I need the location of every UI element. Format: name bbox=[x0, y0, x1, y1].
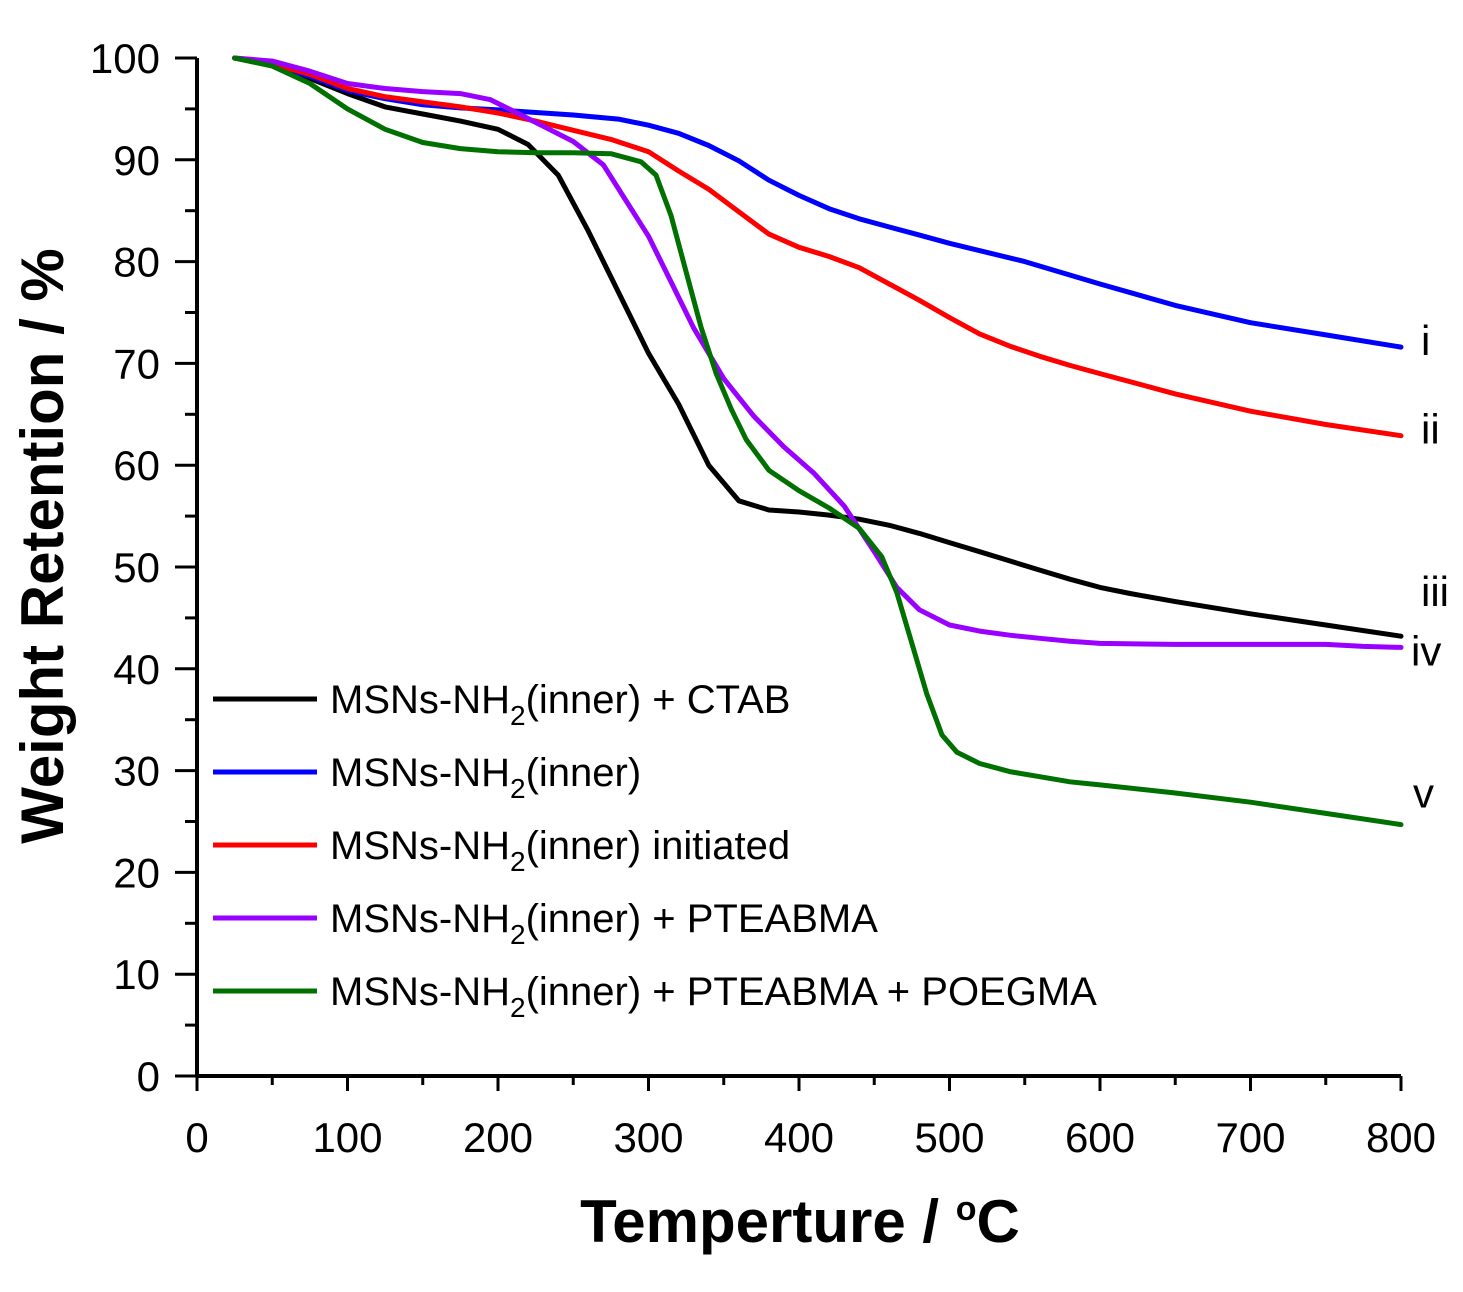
y-tick-label: 70 bbox=[113, 340, 160, 387]
legend-label: MSNs-NH2(inner) + PTEABMA bbox=[330, 897, 878, 950]
x-tick-label: 0 bbox=[185, 1114, 208, 1161]
y-tick-label: 10 bbox=[113, 951, 160, 998]
curve-label: iii bbox=[1421, 568, 1449, 615]
legend-label: MSNs-NH2(inner) + CTAB bbox=[330, 678, 790, 731]
x-tick-label: 100 bbox=[312, 1114, 382, 1161]
y-tick-label: 90 bbox=[113, 137, 160, 184]
y-tick-label: 30 bbox=[113, 748, 160, 795]
x-tick-label: 600 bbox=[1065, 1114, 1135, 1161]
x-tick-label: 200 bbox=[463, 1114, 533, 1161]
y-axis-title: Weight Retention / % bbox=[9, 248, 76, 844]
y-tick-label: 80 bbox=[113, 239, 160, 286]
x-tick-label: 800 bbox=[1366, 1114, 1436, 1161]
legend-label: MSNs-NH2(inner) bbox=[330, 751, 641, 804]
y-tick-label: 40 bbox=[113, 646, 160, 693]
curve-label: i bbox=[1421, 317, 1430, 364]
x-tick-label: 300 bbox=[613, 1114, 683, 1161]
series-line bbox=[232, 55, 1404, 639]
curve-label: iv bbox=[1411, 627, 1441, 674]
legend-label: MSNs-NH2(inner) initiated bbox=[330, 824, 790, 877]
series-line bbox=[232, 55, 1404, 439]
y-tick-label: 100 bbox=[90, 35, 160, 82]
tick-labels: 0 100 200 300 400 500 600 700 800 0 10 20 30 40 50 60 70… bbox=[90, 35, 1436, 1161]
curve-label: v bbox=[1413, 770, 1434, 817]
legend-label: MSNs-NH2(inner) + PTEABMA + POEGMA bbox=[330, 970, 1097, 1023]
y-tick-label: 60 bbox=[113, 442, 160, 489]
series-line bbox=[232, 55, 1404, 828]
x-axis-title: Temperture / oC bbox=[580, 1188, 1020, 1255]
x-tick-label: 500 bbox=[914, 1114, 984, 1161]
y-tick-label: 0 bbox=[137, 1053, 160, 1100]
curve-label: ii bbox=[1421, 406, 1440, 453]
legend: MSNs-NH2(inner) + CTAB MSNs-NH2(inner) MSN… bbox=[213, 678, 1097, 1023]
x-tick-label: 400 bbox=[764, 1114, 834, 1161]
data-series bbox=[232, 55, 1404, 828]
y-tick-label: 50 bbox=[113, 544, 160, 591]
series-line bbox=[232, 55, 1404, 650]
y-tick-label: 20 bbox=[113, 849, 160, 896]
x-tick-label: 700 bbox=[1215, 1114, 1285, 1161]
